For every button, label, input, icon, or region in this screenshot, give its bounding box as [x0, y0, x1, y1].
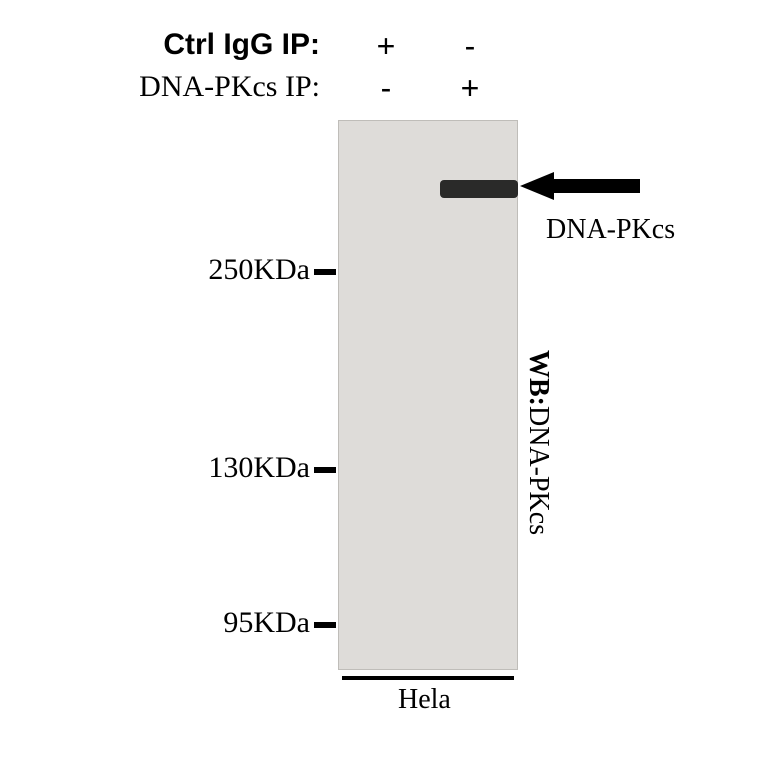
ctrl-igg-label: Ctrl IgG IP: — [0, 28, 320, 62]
sample-underline — [342, 676, 514, 680]
band-arrow — [520, 172, 640, 200]
sample-label: Hela — [398, 684, 451, 716]
blot-membrane — [338, 120, 518, 670]
dnapkcs-band — [440, 180, 518, 198]
lane2-row2-mark: + — [440, 70, 500, 107]
marker-tick-95 — [314, 622, 336, 628]
marker-250kda: 250KDa — [0, 253, 310, 287]
dnapkcs-ip-label: DNA-PKcs IP: — [0, 70, 320, 104]
marker-130kda: 130KDa — [0, 451, 310, 485]
figure-canvas: Ctrl IgG IP: DNA-PKcs IP: + - - + 250KDa… — [0, 0, 764, 764]
wb-rest: DNA-PKcs — [523, 406, 554, 535]
arrow-head-icon — [520, 172, 554, 200]
arrow-label: DNA-PKcs — [546, 214, 675, 246]
arrow-line — [554, 179, 640, 193]
lane2-row1-mark: - — [440, 28, 500, 65]
marker-tick-130 — [314, 467, 336, 473]
marker-tick-250 — [314, 269, 336, 275]
lane1-row1-mark: + — [356, 28, 416, 65]
wb-label: WB:DNA-PKcs — [522, 350, 554, 535]
lane1-row2-mark: - — [356, 70, 416, 107]
marker-95kda: 95KDa — [0, 606, 310, 640]
wb-bold: WB: — [523, 350, 554, 406]
